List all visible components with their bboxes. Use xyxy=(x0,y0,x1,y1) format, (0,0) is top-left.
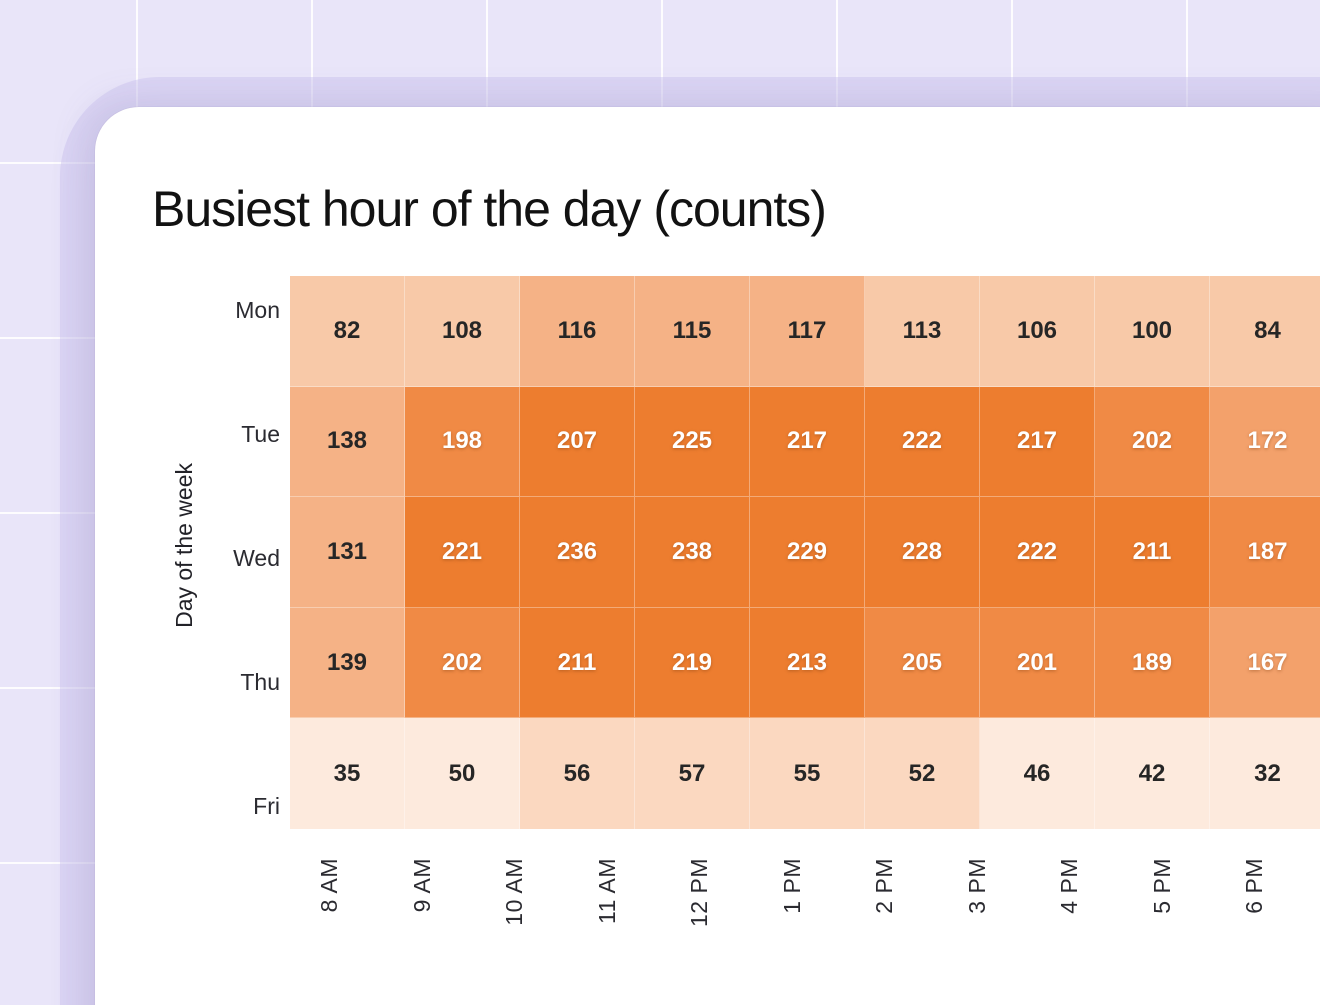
heatmap-cell[interactable]: 202 xyxy=(405,607,520,719)
chart-title: Busiest hour of the day (counts) xyxy=(152,181,827,237)
x-tick-label: 10 AM xyxy=(501,858,527,926)
x-tick-label: 2 PM xyxy=(871,858,897,914)
heatmap-cell[interactable]: 55 xyxy=(750,718,865,829)
heatmap-cell[interactable]: 211 xyxy=(1095,497,1210,608)
heatmap-cell[interactable]: 113 xyxy=(865,276,980,387)
heatmap-cell[interactable]: 207 xyxy=(520,386,635,498)
heatmap-cell[interactable]: 211 xyxy=(520,607,635,719)
heatmap-cell[interactable]: 84 xyxy=(1210,276,1320,387)
x-tick-label: 6 PM xyxy=(1241,858,1267,914)
y-tick-label: Fri xyxy=(253,793,280,819)
heatmap-cell[interactable]: 131 xyxy=(290,497,405,608)
heatmap-cell[interactable]: 82 xyxy=(290,276,405,387)
x-tick-label: 9 AM xyxy=(408,858,435,913)
heatmap-cell[interactable]: 106 xyxy=(980,276,1095,387)
heatmap-cell[interactable]: 116 xyxy=(520,276,635,387)
heatmap-cell[interactable]: 238 xyxy=(635,497,750,608)
heatmap-cell[interactable]: 172 xyxy=(1210,386,1320,498)
heatmap-cell[interactable]: 52 xyxy=(865,718,980,829)
x-tick-label: 3 PM xyxy=(963,858,990,914)
heatmap-cell[interactable]: 221 xyxy=(405,497,520,608)
heatmap-cell[interactable]: 229 xyxy=(750,497,865,608)
x-tick-label: 1 PM xyxy=(778,858,805,914)
heatmap-cell[interactable]: 201 xyxy=(980,607,1095,719)
y-tick-label: Wed xyxy=(233,545,280,571)
heatmap-cell[interactable]: 138 xyxy=(290,386,405,498)
heatmap-cell[interactable]: 115 xyxy=(635,276,750,387)
heatmap-cell[interactable]: 217 xyxy=(980,386,1095,498)
y-tick-label: Thu xyxy=(240,669,280,695)
heatmap-grid: 82 108 116 115 117 113 106 100 84 138 198 207 225 217… xyxy=(290,276,1320,829)
x-tick-label: 11 AM xyxy=(593,858,620,924)
y-tick-label: Mon xyxy=(235,297,280,323)
heatmap-cell[interactable]: 139 xyxy=(290,607,405,719)
heatmap-cell[interactable]: 35 xyxy=(290,718,405,829)
heatmap-cell[interactable]: 205 xyxy=(865,607,980,719)
heatmap-cell[interactable]: 198 xyxy=(405,386,520,498)
x-tick-label: 8 AM xyxy=(316,858,342,913)
heatmap-cell[interactable]: 32 xyxy=(1210,718,1320,829)
heatmap-cell[interactable]: 42 xyxy=(1095,718,1210,829)
x-tick-label: 5 PM xyxy=(1148,858,1175,914)
heatmap-cell[interactable]: 219 xyxy=(635,607,750,719)
heatmap-cell[interactable]: 187 xyxy=(1210,497,1320,608)
heatmap-cell[interactable]: 57 xyxy=(635,718,750,829)
heatmap-cell[interactable]: 217 xyxy=(750,386,865,498)
heatmap-cell[interactable]: 202 xyxy=(1095,386,1210,498)
heatmap-cell[interactable]: 56 xyxy=(520,718,635,829)
heatmap-cell[interactable]: 228 xyxy=(865,497,980,608)
heatmap-cell[interactable]: 222 xyxy=(980,497,1095,608)
y-tick-label: Tue xyxy=(241,421,280,447)
heatmap-cell[interactable]: 100 xyxy=(1095,276,1210,387)
heatmap-cell[interactable]: 222 xyxy=(865,386,980,498)
heatmap-cell[interactable]: 189 xyxy=(1095,607,1210,719)
heatmap-cell[interactable]: 167 xyxy=(1210,607,1320,719)
heatmap-cell[interactable]: 236 xyxy=(520,497,635,608)
heatmap-cell[interactable]: 46 xyxy=(980,718,1095,829)
heatmap-cell[interactable]: 117 xyxy=(750,276,865,387)
x-tick-label: 4 PM xyxy=(1056,858,1082,914)
x-tick-label: 12 PM xyxy=(686,858,712,927)
heatmap-cell[interactable]: 213 xyxy=(750,607,865,719)
heatmap-cell[interactable]: 108 xyxy=(405,276,520,387)
heatmap-cell[interactable]: 225 xyxy=(635,386,750,498)
heatmap-cell[interactable]: 50 xyxy=(405,718,520,829)
